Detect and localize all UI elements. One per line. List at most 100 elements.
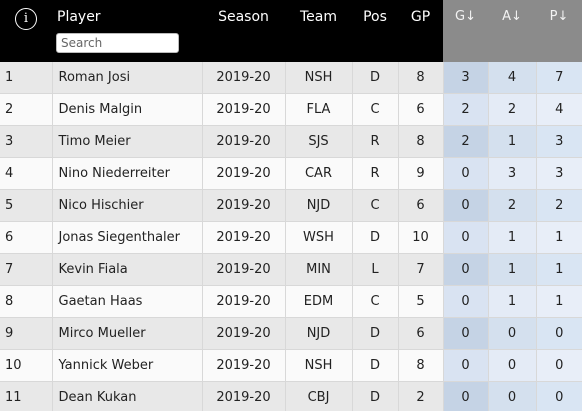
points-cell: 0	[535, 381, 582, 411]
team-cell: EDM	[284, 285, 352, 318]
position-cell: D	[351, 221, 398, 254]
season-cell: 2019-20	[201, 381, 285, 411]
pos-header-cell[interactable]: Pos	[352, 0, 398, 62]
table-row[interactable]: 2 Denis Malgin 2019-20 FLA C 6 2 2 4	[0, 93, 582, 126]
team-cell: NJD	[284, 189, 352, 222]
games-played-cell: 6	[397, 317, 443, 350]
position-cell: D	[351, 349, 398, 382]
player-cell[interactable]: Gaetan Haas	[51, 285, 202, 318]
table-row[interactable]: 10 Yannick Weber 2019-20 NSH D 8 0 0 0	[0, 349, 582, 382]
team-cell: NJD	[284, 317, 352, 350]
table-row[interactable]: 1 Roman Josi 2019-20 NSH D 8 3 4 7	[0, 62, 582, 94]
team-cell: NSH	[284, 62, 352, 94]
team-cell: CAR	[284, 157, 352, 190]
player-cell[interactable]: Yannick Weber	[51, 349, 202, 382]
position-cell: C	[351, 189, 398, 222]
season-cell: 2019-20	[201, 253, 285, 286]
team-header-label: Team	[299, 9, 337, 25]
goals-cell: 2	[442, 93, 488, 126]
assists-cell: 0	[487, 349, 536, 382]
player-cell[interactable]: Dean Kukan	[51, 381, 202, 411]
player-cell[interactable]: Nino Niederreiter	[51, 157, 202, 190]
table-row[interactable]: 6 Jonas Siegenthaler 2019-20 WSH D 10 0 1 1	[0, 221, 582, 254]
info-icon[interactable]: i	[15, 8, 37, 30]
rank-cell: 3	[0, 125, 52, 158]
table-row[interactable]: 5 Nico Hischier 2019-20 NJD C 6 0 2 2	[0, 189, 582, 222]
position-cell: D	[351, 62, 398, 94]
goals-sort-header[interactable]: G↓	[443, 0, 488, 62]
player-cell[interactable]: Nico Hischier	[51, 189, 202, 222]
season-cell: 2019-20	[201, 285, 285, 318]
points-cell: 3	[535, 157, 582, 190]
search-input[interactable]	[56, 33, 179, 53]
assists-sort-header[interactable]: A↓	[488, 0, 536, 62]
table-row[interactable]: 7 Kevin Fiala 2019-20 MIN L 7 0 1 1	[0, 253, 582, 286]
gp-header-label: GP	[410, 9, 431, 25]
position-cell: D	[351, 381, 398, 411]
header-row: i Player Season Team Pos GP G↓ A↓ P↓	[0, 0, 582, 62]
assists-cell: 0	[487, 317, 536, 350]
player-cell[interactable]: Timo Meier	[51, 125, 202, 158]
info-header-cell: i	[0, 0, 52, 62]
points-sort-header[interactable]: P↓	[536, 0, 582, 62]
table-row[interactable]: 9 Mirco Mueller 2019-20 NJD D 6 0 0 0	[0, 317, 582, 350]
assists-cell: 2	[487, 189, 536, 222]
team-cell: NSH	[284, 349, 352, 382]
player-cell[interactable]: Roman Josi	[51, 62, 202, 94]
position-cell: L	[351, 253, 398, 286]
points-header-label: P↓	[549, 9, 569, 24]
season-cell: 2019-20	[201, 349, 285, 382]
assists-cell: 1	[487, 221, 536, 254]
season-header-cell[interactable]: Season	[202, 0, 285, 62]
assists-cell: 2	[487, 93, 536, 126]
games-played-cell: 8	[397, 125, 443, 158]
position-cell: D	[351, 317, 398, 350]
table-row[interactable]: 8 Gaetan Haas 2019-20 EDM C 5 0 1 1	[0, 285, 582, 318]
goals-cell: 0	[442, 349, 488, 382]
games-played-cell: 7	[397, 253, 443, 286]
rank-cell: 9	[0, 317, 52, 350]
games-played-cell: 9	[397, 157, 443, 190]
assists-cell: 1	[487, 125, 536, 158]
games-played-cell: 6	[397, 189, 443, 222]
goals-cell: 2	[442, 125, 488, 158]
player-header-label: Player	[57, 9, 101, 25]
player-cell[interactable]: Jonas Siegenthaler	[51, 221, 202, 254]
rank-cell: 2	[0, 93, 52, 126]
games-played-cell: 8	[397, 349, 443, 382]
team-cell: FLA	[284, 93, 352, 126]
player-header-cell[interactable]: Player	[52, 0, 202, 62]
assists-cell: 0	[487, 381, 536, 411]
season-cell: 2019-20	[201, 189, 285, 222]
position-cell: C	[351, 93, 398, 126]
table-row[interactable]: 4 Nino Niederreiter 2019-20 CAR R 9 0 3 3	[0, 157, 582, 190]
player-cell[interactable]: Mirco Mueller	[51, 317, 202, 350]
goals-cell: 0	[442, 381, 488, 411]
pos-header-label: Pos	[363, 9, 387, 25]
assists-cell: 3	[487, 157, 536, 190]
position-cell: C	[351, 285, 398, 318]
position-cell: R	[351, 125, 398, 158]
assists-cell: 1	[487, 253, 536, 286]
player-cell[interactable]: Denis Malgin	[51, 93, 202, 126]
rank-cell: 11	[0, 381, 52, 411]
assists-header-label: A↓	[502, 9, 522, 24]
points-cell: 4	[535, 93, 582, 126]
points-cell: 7	[535, 62, 582, 94]
rank-cell: 5	[0, 189, 52, 222]
goals-cell: 3	[442, 62, 488, 94]
rank-cell: 10	[0, 349, 52, 382]
team-cell: CBJ	[284, 381, 352, 411]
season-cell: 2019-20	[201, 93, 285, 126]
goals-header-label: G↓	[455, 9, 476, 24]
points-cell: 2	[535, 189, 582, 222]
gp-header-cell[interactable]: GP	[398, 0, 443, 62]
team-header-cell[interactable]: Team	[285, 0, 352, 62]
rank-cell: 7	[0, 253, 52, 286]
table-row[interactable]: 3 Timo Meier 2019-20 SJS R 8 2 1 3	[0, 125, 582, 158]
table-row[interactable]: 11 Dean Kukan 2019-20 CBJ D 2 0 0 0	[0, 381, 582, 411]
goals-cell: 0	[442, 157, 488, 190]
player-cell[interactable]: Kevin Fiala	[51, 253, 202, 286]
assists-cell: 4	[487, 62, 536, 94]
